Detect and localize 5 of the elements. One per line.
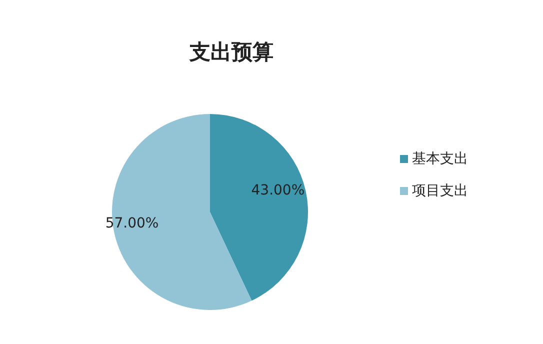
data-label: 43.00% bbox=[251, 182, 305, 199]
legend-label: 基本支出 bbox=[412, 150, 468, 168]
legend-label: 项目支出 bbox=[412, 182, 468, 200]
pie-slice bbox=[210, 114, 308, 301]
chart-title: 支出预算 bbox=[188, 39, 274, 66]
